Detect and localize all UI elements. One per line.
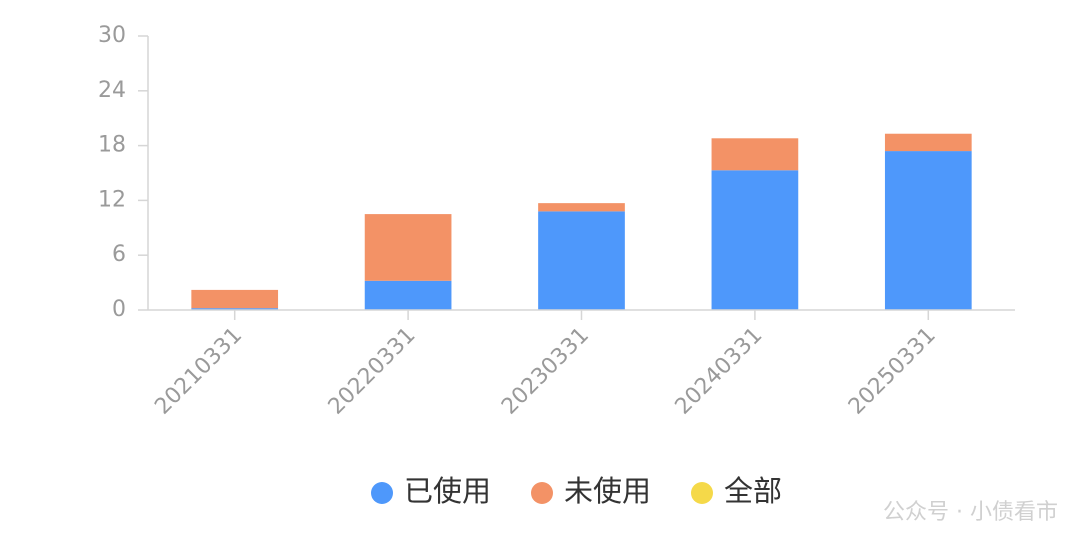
bar-segment (538, 203, 625, 212)
y-tick-label: 12 (98, 187, 126, 212)
x-tick-label: 20250331 (844, 323, 941, 420)
legend-label: 已使用 (404, 474, 491, 508)
bar-segment (538, 211, 625, 310)
bar-segment (884, 133, 972, 152)
bar-segment (191, 308, 279, 310)
x-tick-label: 20210331 (150, 323, 247, 420)
x-tick-label: 20220331 (324, 323, 421, 420)
bar-segment (364, 214, 452, 281)
bar-segment (191, 289, 279, 309)
bar-segment (711, 170, 799, 310)
watermark: 公众号 · 小债看市 (883, 500, 1058, 525)
y-tick-label: 24 (98, 78, 126, 103)
bar-segment (364, 280, 452, 310)
x-tick-label: 20240331 (671, 323, 768, 420)
bar-segment (711, 138, 799, 171)
bar-segment (884, 151, 972, 310)
legend-swatch (691, 482, 713, 504)
legend-swatch (531, 482, 553, 504)
legend-label: 未使用 (564, 474, 651, 508)
x-tick-label: 20230331 (497, 323, 594, 420)
y-tick-label: 18 (98, 133, 126, 158)
y-tick-label: 30 (98, 23, 126, 48)
legend-swatch (371, 482, 393, 504)
y-tick-label: 6 (112, 242, 126, 267)
legend-label: 全部 (724, 474, 782, 508)
y-tick-label: 0 (112, 297, 126, 322)
